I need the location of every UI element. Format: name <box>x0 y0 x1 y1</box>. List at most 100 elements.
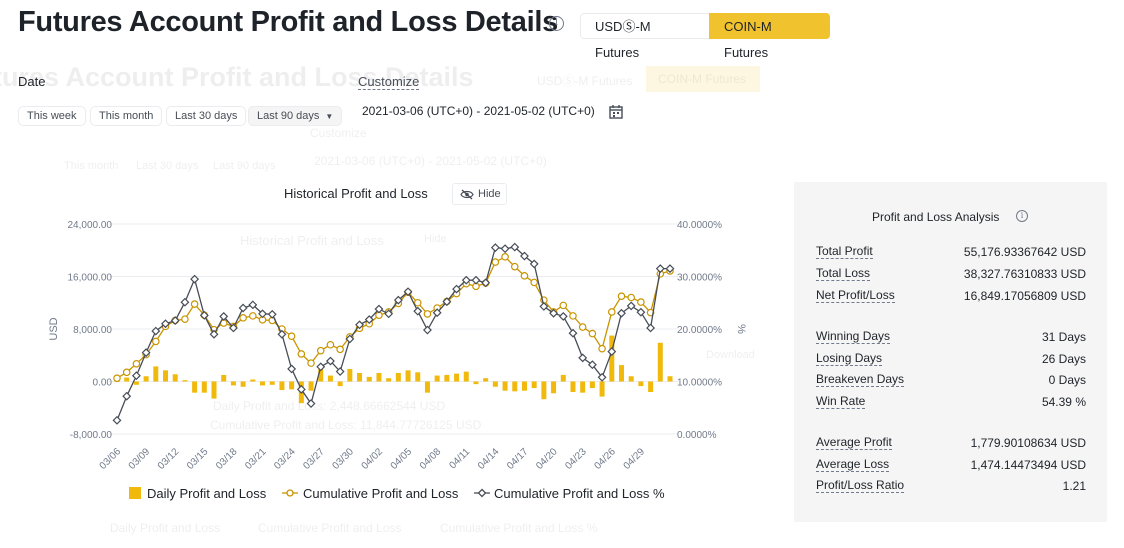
daily-pnl-bar <box>483 378 489 382</box>
x-tick-label: 04/20 <box>534 446 560 472</box>
daily-pnl-bar <box>405 370 411 382</box>
hide-chart-button[interactable]: Hide <box>452 183 507 205</box>
cumulative-pct-point <box>549 308 559 318</box>
cumulative-pct-point <box>646 323 656 333</box>
daily-pnl-bar <box>444 374 450 382</box>
y-tick-label: 24,000.00 <box>68 220 113 231</box>
daily-pnl-bar <box>192 381 198 393</box>
ghost-chip-90: Last 90 days <box>213 160 276 172</box>
daily-pnl-bar <box>560 374 566 382</box>
chip-last-30-days[interactable]: Last 30 days <box>166 106 247 126</box>
daily-pnl-bar <box>580 381 586 393</box>
cumulative-pct-point <box>258 309 267 319</box>
cumulative-pct-point <box>607 347 617 357</box>
cumulative-pnl-point <box>423 310 432 318</box>
page-title: Futures Account Profit and Loss Details <box>18 6 558 38</box>
cumulative-pnl-point <box>307 359 315 367</box>
cumulative-pnl-point <box>326 340 335 349</box>
ghost-legend-pct: Cumulative Profit and Loss % <box>440 521 598 535</box>
info-icon[interactable]: i <box>549 16 564 31</box>
cumulative-pct-point <box>617 308 626 318</box>
cumulative-pnl-point <box>559 301 568 310</box>
cumulative-pct-point <box>355 320 364 330</box>
daily-pnl-bar <box>609 335 615 382</box>
daily-pnl-bar <box>473 381 479 385</box>
legend-cumulative-swatch <box>282 489 298 497</box>
cumulative-pnl-point <box>297 350 306 358</box>
x-tick-label: 03/06 <box>98 446 124 472</box>
cumulative-pct-point <box>568 328 578 338</box>
x-tick-label: 04/11 <box>447 446 472 471</box>
cumulative-pct-point <box>384 309 394 319</box>
value-total-loss: 38,327.76310833 USD <box>963 267 1086 281</box>
daily-pnl-bar <box>269 381 275 385</box>
pnl-chart: 24,000.00 40.0000% 16,000.00 30.0000% 8,000.… <box>48 220 747 472</box>
value-average-profit: 1,779.90108634 USD <box>970 436 1086 450</box>
daily-pnl-bar <box>308 381 314 391</box>
cumulative-pct-point <box>306 399 316 408</box>
legend-cumulative[interactable]: Cumulative Profit and Loss <box>282 486 458 501</box>
daily-pnl-bar <box>240 381 246 387</box>
value-net-profit-loss: 16,849.17056809 USD <box>963 289 1086 303</box>
daily-pnl-bar <box>347 369 353 382</box>
daily-pnl-bar <box>502 381 508 391</box>
cumulative-pct-point <box>316 362 326 372</box>
cumulative-pnl-point <box>491 258 500 266</box>
tab-usdm-futures[interactable]: USDⓈ-M Futures <box>580 13 710 60</box>
daily-pnl-bar <box>357 372 363 382</box>
legend-daily[interactable]: Daily Profit and Loss <box>129 486 266 501</box>
daily-pnl-bar <box>163 370 169 382</box>
cumulative-pct-point <box>665 264 675 274</box>
daily-pnl-bar <box>667 376 673 382</box>
value-average-loss: 1,474.14473494 USD <box>970 458 1086 472</box>
cumulative-pnl-point <box>152 337 160 346</box>
label-net-profit-loss: Net Profit/Loss <box>816 288 895 303</box>
cumulative-pct-point <box>374 304 384 314</box>
y2-tick-label: 0.0000% <box>677 430 717 441</box>
x-tick-label: 04/14 <box>476 446 502 472</box>
y2-tick-label: 10.0000% <box>677 378 722 389</box>
x-tick-label: 04/29 <box>622 446 648 472</box>
cumulative-pnl-point <box>113 374 121 383</box>
daily-pnl-bar <box>657 342 663 382</box>
ghost-legend-daily: Daily Profit and Loss <box>110 521 221 535</box>
date-range-input[interactable]: 2021-03-06 (UTC+0) - 2021-05-02 (UTC+0) <box>362 104 595 118</box>
cumulative-pct-point <box>238 303 248 313</box>
y-tick-label: -8,000.00 <box>70 430 113 441</box>
cumulative-pct-point <box>626 301 636 311</box>
customize-link[interactable]: Customize <box>358 74 420 90</box>
legend-daily-swatch <box>129 487 141 499</box>
ghost-date-range: 2021-03-06 (UTC+0) - 2021-05-02 (UTC+0) <box>314 154 547 168</box>
cumulative-pct-point <box>655 264 665 274</box>
legend-cumulative-label: Cumulative Profit and Loss <box>303 486 459 501</box>
daily-pnl-bar <box>395 372 401 382</box>
legend-cumulative-pct[interactable]: Cumulative Profit and Loss % <box>474 486 665 501</box>
daily-pnl-bar <box>521 381 527 391</box>
cumulative-pnl-point <box>132 359 141 368</box>
calendar-icon[interactable] <box>609 104 623 119</box>
ghost-tab-coinm: COIN-M Futures <box>658 72 747 86</box>
cumulative-pct-point <box>112 415 122 425</box>
label-average-profit: Average Profit <box>816 435 892 450</box>
daily-pnl-bar <box>201 381 207 393</box>
info-icon[interactable]: i <box>1016 210 1028 222</box>
chip-this-week[interactable]: This week <box>18 106 86 126</box>
daily-pnl-bar <box>327 375 333 382</box>
y2-tick-label: 20.0000% <box>677 325 722 336</box>
cumulative-pct-point <box>481 278 491 288</box>
daily-pnl-bar <box>230 381 236 386</box>
x-tick-label: 04/02 <box>360 446 386 472</box>
cumulative-pct-point <box>170 316 180 326</box>
tab-coinm-futures[interactable]: COIN-M Futures <box>709 13 830 60</box>
cumulative-pnl-point <box>287 332 296 341</box>
cumulative-pct-point <box>180 297 190 307</box>
value-breakeven-days: 0 Days <box>1048 373 1086 387</box>
chip-last-90-days[interactable]: Last 90 days ▼ <box>248 106 343 126</box>
label-win-rate: Win Rate <box>816 394 866 409</box>
y-tick-label: 16,000.00 <box>68 273 113 284</box>
cumulative-pct-point <box>529 259 539 269</box>
cumulative-pnl-point <box>190 300 199 308</box>
cumulative-pct-point <box>151 326 161 336</box>
cumulative-pnl-point <box>588 329 597 338</box>
chip-this-month[interactable]: This month <box>90 106 163 126</box>
